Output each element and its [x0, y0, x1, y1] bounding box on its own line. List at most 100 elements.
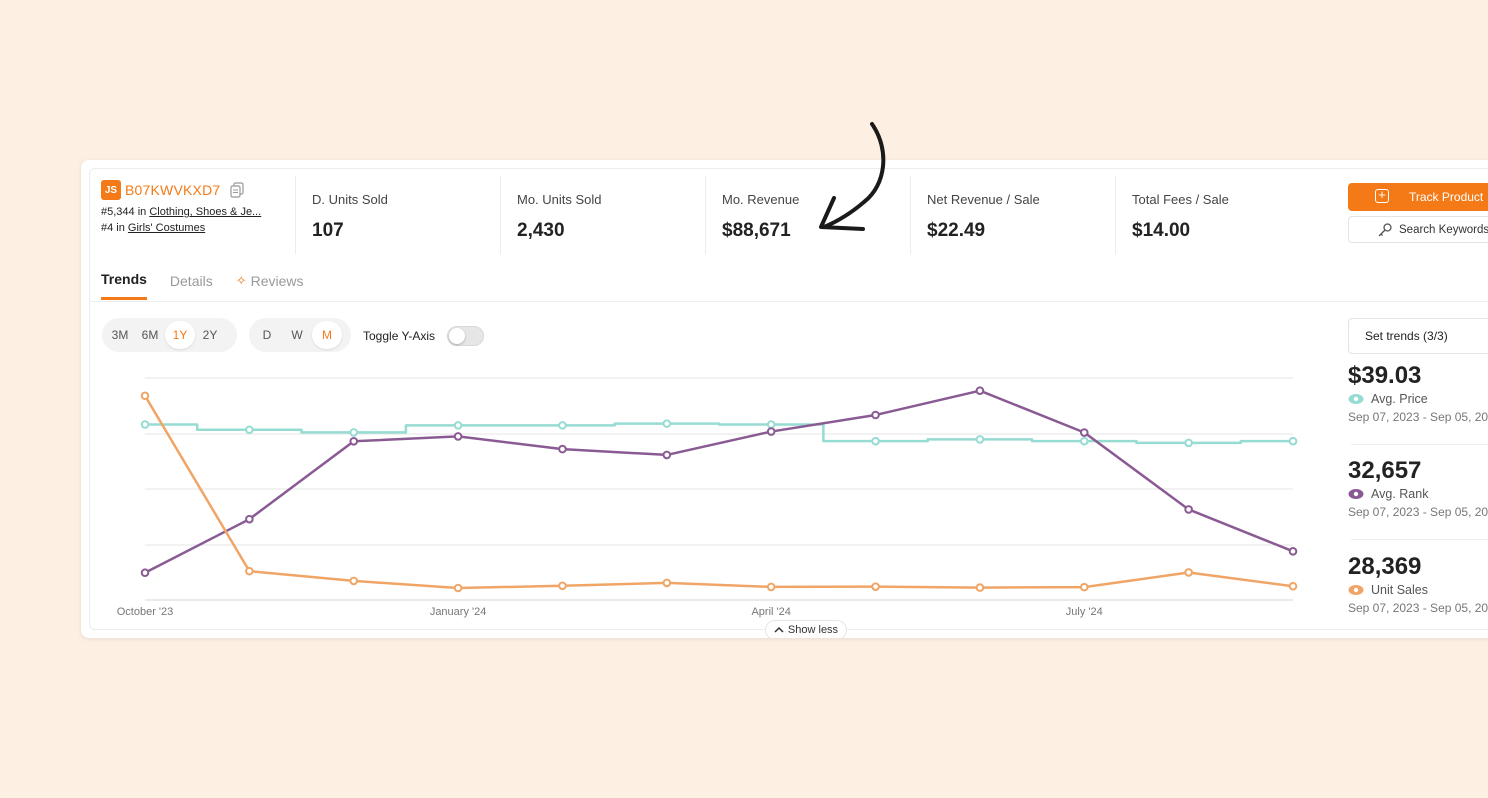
tab-label: Reviews [250, 272, 304, 289]
data-point [766, 582, 776, 592]
show-less-button[interactable]: Show less [765, 620, 847, 638]
stat-name-label: Unit Sales [1371, 583, 1428, 597]
range-selector: 3M 6M 1Y 2Y [102, 318, 237, 352]
x-tick-label: July '24 [1066, 606, 1103, 618]
search-keywords-label: Search Keywords [1399, 223, 1488, 236]
data-point [975, 435, 985, 444]
tab-trends[interactable]: Trends [101, 271, 147, 300]
stat-name: Unit Sales [1348, 583, 1488, 597]
asin-label[interactable]: B07KWVKXD7 [125, 182, 221, 198]
metric-value: 107 [312, 220, 344, 241]
tab-label: Trends [101, 271, 147, 287]
interval-d[interactable]: D [262, 328, 272, 342]
x-tick-label: October '23 [117, 606, 174, 618]
data-point [766, 420, 776, 429]
stat-divider [1351, 539, 1488, 540]
data-point [245, 514, 254, 524]
rank-2-category-link[interactable]: Girls' Costumes [127, 222, 206, 234]
stat-unit-sales: 28,369 Unit Sales Sep 07, 2023 - Sep 05,… [1348, 553, 1488, 615]
stat-avg-rank: 32,657 Avg. Rank Sep 07, 2023 - Sep 05, … [1348, 457, 1488, 519]
tab-label: Details [169, 272, 213, 289]
stat-value: $39.03 [1348, 362, 1422, 389]
metric-monthly-units: Mo. Units Sold 2,430 [500, 176, 706, 254]
data-point [662, 578, 672, 588]
range-6m[interactable]: 6M [141, 328, 159, 342]
metric-value: 2,430 [517, 220, 565, 241]
plus-icon: + [1375, 188, 1389, 203]
data-point [975, 386, 985, 395]
stat-date-range: Sep 07, 2023 - Sep 05, 2024 [1348, 505, 1488, 519]
stat-date-range: Sep 07, 2023 - Sep 05, 2024 [1348, 410, 1488, 424]
metric-label: Mo. Units Sold [517, 192, 602, 207]
stat-name: Avg. Price [1348, 392, 1488, 406]
stat-avg-price: $39.03 Avg. Price Sep 07, 2023 - Sep 05,… [1348, 362, 1488, 424]
data-point [140, 568, 150, 578]
metric-label: Total Fees / Sale [1132, 192, 1229, 207]
data-point [140, 420, 150, 429]
metric-value: $22.49 [927, 220, 986, 241]
category-rank-2: #4 in Girls' Costumes [101, 222, 291, 234]
data-point [558, 581, 567, 591]
data-point [1079, 428, 1089, 437]
tab-bar: Trends Details ✧ Reviews [101, 271, 327, 300]
range-3m[interactable]: 3M [111, 328, 129, 342]
interval-selector: D W M [249, 318, 351, 352]
interval-m[interactable]: M [312, 321, 342, 349]
show-less-label: Show less [787, 624, 839, 636]
data-point [245, 425, 254, 435]
data-point [662, 450, 672, 460]
range-2y[interactable]: 2Y [202, 328, 218, 342]
category-rank-1: #5,344 in Clothing, Shoes & Je... [101, 206, 291, 218]
set-trends-button[interactable]: Set trends (3/3) [1348, 318, 1488, 354]
metric-label: Net Revenue / Sale [927, 192, 1040, 207]
data-point [453, 583, 463, 593]
data-point [871, 582, 880, 591]
search-keywords-button[interactable]: Search Keywords [1348, 216, 1488, 243]
metric-label: D. Units Sold [312, 192, 388, 207]
data-point [871, 410, 880, 420]
stat-value: 28,369 [1348, 553, 1422, 580]
eye-icon[interactable] [1348, 393, 1364, 405]
data-point [245, 566, 254, 576]
tab-reviews[interactable]: ✧ Reviews [236, 271, 304, 300]
eye-icon[interactable] [1348, 584, 1364, 596]
js-logo-icon: JS [101, 180, 121, 200]
data-point [1079, 436, 1089, 446]
series-line-unit-sales [143, 395, 1294, 590]
metric-daily-units: D. Units Sold 107 [295, 176, 501, 254]
tab-details[interactable]: Details [170, 271, 213, 300]
data-point [1288, 436, 1298, 446]
sparkle-icon: ✧ [235, 272, 247, 288]
eye-icon[interactable] [1348, 488, 1364, 500]
stat-name: Avg. Rank [1348, 487, 1488, 501]
data-point [662, 419, 672, 428]
toggle-y-axis-switch[interactable] [447, 326, 484, 346]
tabs-divider [89, 301, 1488, 302]
interval-w[interactable]: W [291, 328, 303, 342]
data-point [871, 436, 880, 446]
data-point [349, 436, 359, 446]
x-tick-label: January '24 [430, 606, 487, 618]
product-info: JS B07KWVKXD7 #5,344 in Clothing, Shoes … [101, 180, 291, 234]
copy-icon[interactable] [228, 181, 246, 199]
trends-chart: October '23 January '24 April '24 July '24 [117, 377, 1298, 618]
data-point [558, 421, 567, 430]
rank-2-number: #4 in [101, 222, 128, 234]
data-point [1184, 505, 1193, 514]
track-product-label: Track Product [1409, 190, 1484, 204]
metric-monthly-revenue: Mo. Revenue $88,671 [705, 176, 911, 254]
data-point [1184, 438, 1193, 448]
range-1y[interactable]: 1Y [165, 321, 195, 349]
stat-name-label: Avg. Price [1371, 392, 1428, 406]
rank-1-category-link[interactable]: Clothing, Shoes & Je... [149, 206, 262, 218]
series-line-avg-price [145, 422, 1293, 445]
track-product-button[interactable]: + Track Product [1348, 183, 1488, 211]
rank-1-number: #5,344 in [101, 206, 150, 218]
data-point [349, 576, 359, 586]
data-point [349, 428, 359, 437]
toggle-knob [449, 328, 465, 344]
metric-total-fees: Total Fees / Sale $14.00 [1115, 176, 1321, 254]
data-point [558, 444, 567, 454]
metric-value: $88,671 [722, 220, 791, 241]
stat-value: 32,657 [1348, 457, 1422, 484]
